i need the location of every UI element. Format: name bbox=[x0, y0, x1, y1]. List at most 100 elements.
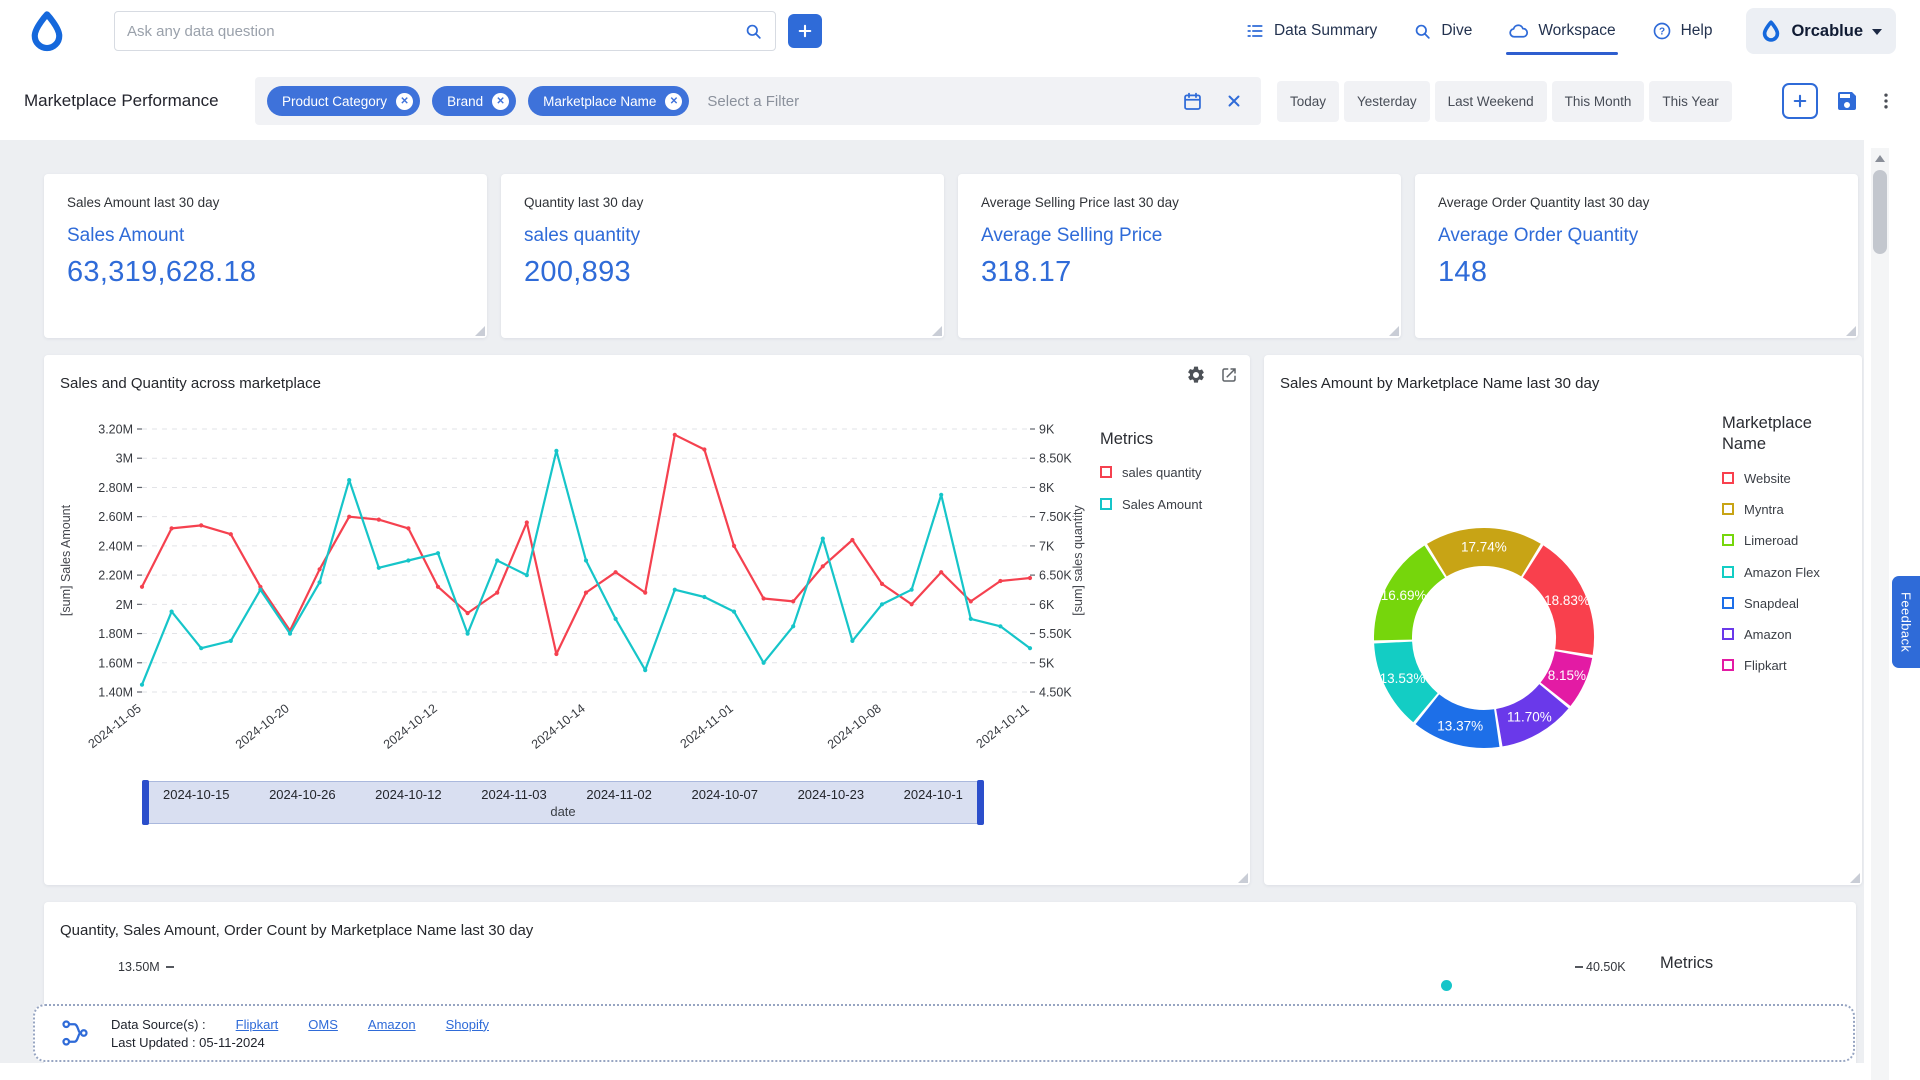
feedback-tab[interactable]: Feedback bbox=[1892, 576, 1920, 668]
slider-handle-left[interactable] bbox=[142, 780, 149, 825]
resize-handle[interactable] bbox=[1238, 873, 1248, 883]
donut-segment-limeroad[interactable] bbox=[1374, 545, 1446, 641]
legend-item-myntra[interactable]: Myntra bbox=[1722, 502, 1852, 518]
save-button[interactable] bbox=[1835, 89, 1859, 113]
legend-item-label: Amazon bbox=[1744, 627, 1792, 643]
legend-title: Metrics bbox=[1660, 954, 1714, 972]
series-line-sales-quantity[interactable] bbox=[140, 433, 1032, 656]
tick-mark bbox=[1575, 966, 1583, 968]
slider-axis-label: date bbox=[550, 804, 576, 819]
data-summary-icon bbox=[1247, 25, 1263, 37]
chart-expand-button[interactable] bbox=[1220, 365, 1238, 385]
filter-chip-marketplace-name[interactable]: Marketplace Name bbox=[528, 86, 690, 116]
donut-segment-myntra[interactable] bbox=[1427, 528, 1541, 577]
chip-remove-icon[interactable] bbox=[665, 92, 683, 110]
resize-handle[interactable] bbox=[932, 326, 942, 336]
filter-placeholder[interactable]: Select a Filter bbox=[707, 92, 800, 110]
scrollbar-thumb[interactable] bbox=[1873, 170, 1887, 254]
date-range-slider[interactable]: 2024-10-15 2024-10-26 2024-10-12 2024-11-03… bbox=[142, 780, 984, 825]
y-left-tick: 1.80M bbox=[98, 627, 133, 641]
resize-handle[interactable] bbox=[475, 326, 485, 336]
donut-percent-label: 13.53% bbox=[1380, 671, 1426, 686]
preset-this-year[interactable]: This Year bbox=[1649, 80, 1732, 122]
source-link-oms[interactable]: OMS bbox=[308, 1016, 338, 1032]
donut-segment-amazon-flex[interactable] bbox=[1374, 640, 1439, 723]
data-point bbox=[406, 558, 411, 563]
source-link-flipkart[interactable]: Flipkart bbox=[235, 1016, 279, 1032]
data-point bbox=[258, 587, 263, 592]
data-point bbox=[968, 599, 973, 604]
plus-icon bbox=[798, 24, 812, 38]
chevron-down-icon bbox=[1872, 29, 1882, 35]
preset-this-month[interactable]: This Month bbox=[1551, 80, 1645, 122]
add-question-button[interactable] bbox=[788, 14, 822, 48]
scrollbar-track[interactable] bbox=[1871, 148, 1889, 1080]
donut-percent-label: 16.69% bbox=[1381, 588, 1427, 603]
donut-chart[interactable]: 17.74% 18.83% 8.15% 11.70% 13.37% 13.53% 16.69… bbox=[1284, 443, 1684, 833]
date-filter-button[interactable] bbox=[1177, 86, 1207, 116]
chart-settings-button[interactable] bbox=[1186, 365, 1206, 385]
preset-yesterday[interactable]: Yesterday bbox=[1344, 80, 1430, 122]
data-point bbox=[791, 599, 796, 604]
y-left-axis-title: [sum] Sales Amount bbox=[59, 504, 73, 616]
chip-remove-icon[interactable] bbox=[396, 92, 414, 110]
donut-segment-amazon[interactable] bbox=[1495, 683, 1569, 747]
close-icon bbox=[1228, 95, 1240, 107]
kpi-row: Sales Amount last 30 day Sales Amount 63,3… bbox=[44, 174, 1864, 338]
legend-title: Marketplace Name bbox=[1722, 414, 1812, 454]
source-link-amazon[interactable]: Amazon bbox=[367, 1016, 416, 1032]
data-point bbox=[702, 594, 707, 600]
donut-percent-label: 8.15% bbox=[1548, 668, 1586, 683]
resize-handle[interactable] bbox=[1389, 326, 1399, 336]
data-point bbox=[761, 660, 766, 665]
donut-segment-website[interactable] bbox=[1522, 545, 1594, 655]
source-link-shopify[interactable]: Shopify bbox=[445, 1016, 489, 1032]
legend-item-amazon-flex[interactable]: Amazon Flex bbox=[1722, 565, 1852, 581]
search-icon[interactable] bbox=[744, 22, 763, 41]
more-options-button[interactable] bbox=[1876, 91, 1896, 111]
y-right-tick: 5K bbox=[1039, 656, 1055, 670]
nav-data-summary[interactable]: Data Summary bbox=[1243, 17, 1379, 45]
search-input[interactable] bbox=[127, 22, 744, 40]
data-source-footer: Data Source(s) : Flipkart OMS Amazon Shopif… bbox=[33, 1004, 1855, 1062]
slider-handle-right[interactable] bbox=[977, 780, 984, 825]
legend-item-sales-amount[interactable]: Sales Amount bbox=[1100, 497, 1246, 513]
add-widget-button[interactable] bbox=[1782, 83, 1818, 119]
preset-last-weekend[interactable]: Last Weekend bbox=[1434, 80, 1547, 122]
resize-handle[interactable] bbox=[1846, 326, 1856, 336]
series-line-sales-amount[interactable] bbox=[140, 449, 1032, 686]
nav-help[interactable]: ? Help bbox=[1650, 17, 1715, 45]
legend-item-sales-quantity[interactable]: sales quantity bbox=[1100, 465, 1246, 481]
data-point bbox=[613, 570, 618, 575]
nav-dive[interactable]: Dive bbox=[1411, 18, 1474, 45]
y-right-axis-title: [sum] sales quantity bbox=[1071, 505, 1085, 616]
y-right-tick: 40.50K bbox=[1586, 960, 1626, 974]
y-left-tick: 2.60M bbox=[98, 510, 133, 524]
clear-filters-button[interactable] bbox=[1219, 86, 1249, 116]
donut-segment-flipkart[interactable] bbox=[1540, 650, 1593, 707]
ask-question-searchbar[interactable] bbox=[114, 11, 776, 51]
legend-item-amazon[interactable]: Amazon bbox=[1722, 627, 1852, 643]
legend-item-website[interactable]: Website bbox=[1722, 471, 1852, 487]
resize-handle[interactable] bbox=[1850, 873, 1860, 883]
account-button[interactable]: Orcablue bbox=[1746, 8, 1896, 54]
data-point bbox=[406, 526, 411, 531]
y-left-tick: 13.50M bbox=[118, 960, 160, 974]
line-chart[interactable]: 3.20M 9K 3M 8.50K 2.80M 8K 2.60M 7.50K 2.40M 7K 2.… bbox=[44, 355, 1250, 775]
chart-dot[interactable] bbox=[1441, 980, 1452, 991]
kpi-value: 200,893 bbox=[524, 256, 631, 288]
scroll-up-button[interactable] bbox=[1871, 150, 1889, 166]
nav-workspace[interactable]: Workspace bbox=[1506, 17, 1618, 55]
filter-chip-brand[interactable]: Brand bbox=[432, 86, 517, 116]
legend-item-limeroad[interactable]: Limeroad bbox=[1722, 533, 1852, 549]
filter-chip-product-category[interactable]: Product Category bbox=[267, 86, 421, 116]
donut-segment-snapdeal[interactable] bbox=[1415, 693, 1500, 748]
legend-item-flipkart[interactable]: Flipkart bbox=[1722, 658, 1852, 674]
kpi-title: Average Order Quantity bbox=[1438, 225, 1639, 246]
preset-today[interactable]: Today bbox=[1277, 80, 1340, 122]
data-point bbox=[435, 584, 441, 589]
chip-remove-icon[interactable] bbox=[492, 92, 510, 110]
data-point bbox=[554, 448, 559, 453]
y-left-tick: 3.20M bbox=[98, 423, 133, 437]
legend-item-snapdeal[interactable]: Snapdeal bbox=[1722, 596, 1852, 612]
